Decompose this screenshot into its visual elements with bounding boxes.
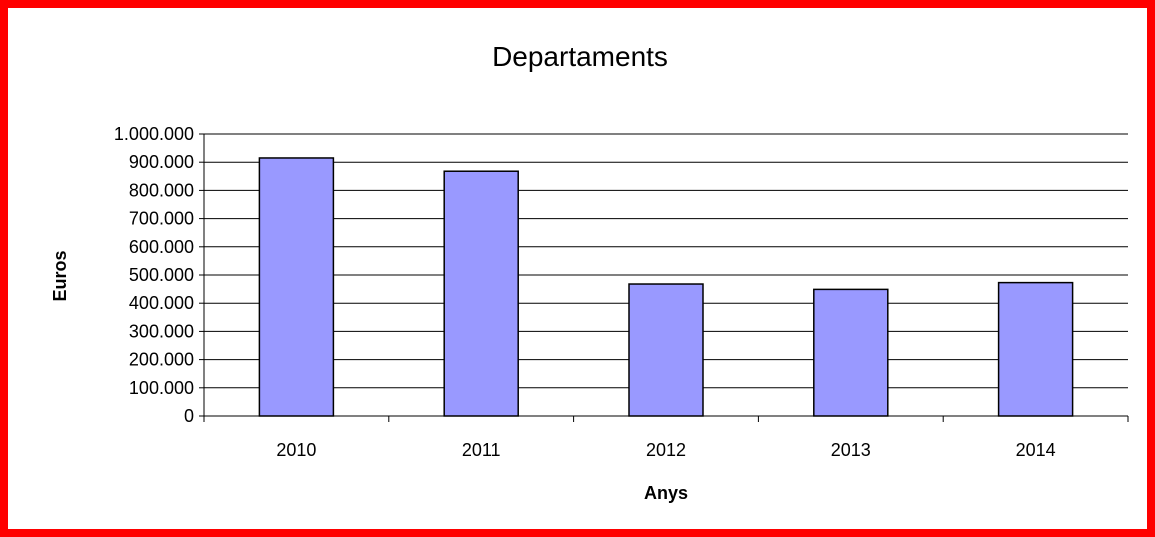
x-tick-labels: 2010 2011 2012 2013 2014 <box>276 440 1055 460</box>
y-tick-label: 200.000 <box>129 350 194 370</box>
y-tick-label: 0 <box>184 406 194 426</box>
bar-2012 <box>628 283 704 417</box>
bar-2013 <box>813 288 889 417</box>
gridlines <box>204 133 1128 389</box>
bar-2010 <box>258 157 335 417</box>
y-tick-label: 800.000 <box>129 180 194 200</box>
axes <box>199 133 1129 422</box>
x-axis-title: Anys <box>644 483 688 503</box>
y-tick-label: 400.000 <box>129 293 194 313</box>
y-tick-label: 600.000 <box>129 237 194 257</box>
bar-2011 <box>443 170 519 417</box>
y-tick-label: 500.000 <box>129 265 194 285</box>
y-tick-label: 700.000 <box>129 209 194 229</box>
y-tick-label: 100.000 <box>129 378 194 398</box>
y-axis-title: Euros <box>50 250 70 301</box>
y-tick-label: 900.000 <box>129 152 194 172</box>
x-tick-label: 2013 <box>831 440 871 460</box>
x-tick-label: 2011 <box>462 440 501 460</box>
bar-2014 <box>997 281 1074 417</box>
y-tick-label: 1.000.000 <box>114 124 194 144</box>
bars <box>258 157 1074 417</box>
y-tick-label: 300.000 <box>129 321 194 341</box>
y-tick-labels: 0 100.000 200.000 300.000 400.000 500.000 600.… <box>114 124 194 426</box>
x-tick-label: 2010 <box>276 440 316 460</box>
x-tick-label: 2012 <box>646 440 686 460</box>
chart-title: Departaments <box>492 41 668 72</box>
x-tick-label: 2014 <box>1016 440 1056 460</box>
